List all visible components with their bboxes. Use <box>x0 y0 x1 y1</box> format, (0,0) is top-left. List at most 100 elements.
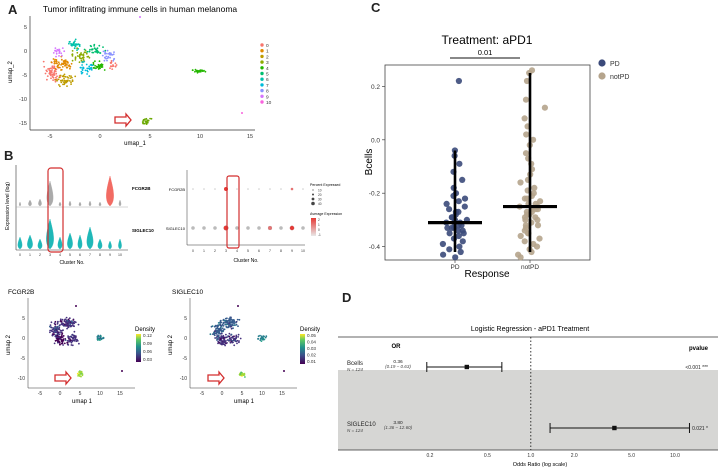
panel-c-y-ticks: 0.2 0.0 -0.2 -0.4 <box>369 84 385 251</box>
umap-cell-point <box>202 70 205 72</box>
density-point <box>216 335 219 338</box>
panel-a-xlabel: umap_1 <box>124 141 146 147</box>
umap-cell-point <box>61 66 64 68</box>
density-point <box>62 329 64 332</box>
density-x-tick: 10 <box>259 391 265 397</box>
umap-cell-point <box>63 59 66 62</box>
panel-c-point <box>439 240 446 248</box>
umap-cell-point <box>97 51 100 53</box>
violin-shape <box>118 238 122 250</box>
density-point <box>220 335 223 337</box>
density-siglec10-legend-title: Density <box>300 327 320 333</box>
umap-cell-point <box>50 77 52 80</box>
density-fcgr2b-arrow <box>54 370 72 386</box>
legend-label: 4 <box>266 66 269 72</box>
density-point <box>257 335 260 338</box>
umap-cell-point <box>52 74 54 76</box>
density-point <box>223 319 226 322</box>
umap-cell-point <box>73 47 76 50</box>
umap-cell-point <box>78 61 81 64</box>
density-point <box>260 336 263 339</box>
density-point <box>77 373 80 376</box>
panel-c-legend-swatch <box>598 72 606 80</box>
umap-cell-point <box>48 69 51 72</box>
umap-cell-point <box>62 74 65 77</box>
panel-c-point <box>440 251 447 258</box>
density-siglec10-xlabel: umap 1 <box>234 399 255 405</box>
density-point <box>71 320 73 323</box>
umap-cell-point <box>44 72 47 75</box>
umap-cell-point <box>70 81 72 84</box>
umap-cell-point <box>58 55 60 57</box>
umap-cell-point <box>94 50 96 53</box>
panel-a-arrow <box>114 112 132 128</box>
density-x-tick: 0 <box>59 391 62 397</box>
umap-cell-point <box>98 60 101 63</box>
umap-cell-point <box>60 69 62 71</box>
density-point <box>61 318 64 321</box>
legend-label: 9 <box>266 94 269 100</box>
legend-label: 0 <box>266 43 269 49</box>
umap-cell-point <box>147 119 150 122</box>
dot-x-tick: 6 <box>258 249 260 253</box>
umap-cell-point <box>74 59 77 61</box>
density-point <box>68 317 71 320</box>
umap-cell-point <box>64 75 67 78</box>
legend-swatch <box>260 54 264 59</box>
density-point <box>69 323 72 326</box>
dot-color-legend-title: Average Expression <box>310 212 342 216</box>
panel-d-or-marker <box>612 425 617 431</box>
density-fcgr2b-x-ticks: -5 0 5 10 15 <box>38 391 123 397</box>
legend-swatch <box>260 60 264 64</box>
violin-plot: Expression level (log) FCGR2B SIGLEC10 0… <box>5 165 154 266</box>
panel-d-x-tick: 5.0 <box>628 453 635 459</box>
panel-c-point <box>459 176 466 183</box>
violin-x-tick: 4 <box>59 253 61 257</box>
umap-cell-point <box>81 64 83 66</box>
umap-cell-point <box>58 76 61 79</box>
umap-cell-point <box>194 68 197 71</box>
density-point <box>233 344 236 347</box>
umap-cell-point <box>64 60 66 63</box>
panel-c-point <box>446 206 453 213</box>
density-point <box>75 305 77 307</box>
dot-x-tick: 2 <box>214 249 216 253</box>
density-legend-label: 0.05 <box>307 333 316 338</box>
legend-swatch <box>260 49 264 53</box>
umap-cell-point <box>60 81 63 84</box>
panel-c-pvalue: 0.01 <box>478 48 493 57</box>
density-point <box>121 370 123 372</box>
violin-x-tick: 9 <box>109 253 111 257</box>
umap-cell-point <box>93 45 95 47</box>
umap-cell-point <box>53 70 56 73</box>
density-point <box>69 339 72 342</box>
umap-cell-point <box>55 55 57 58</box>
panel-d-row-ci: (1.36 − 12.60) <box>384 425 413 430</box>
dot-plot: FCGR2B SIGLEC10 0 1 2 3 4 5 6 7 8 9 10 Cluster No.… <box>166 170 342 264</box>
umap-cell-point <box>57 78 60 81</box>
umap-cell-point <box>81 61 84 63</box>
panel-d-row2-bg <box>338 370 718 450</box>
density-point <box>231 336 234 339</box>
panel-a-x-tick: 15 <box>247 134 253 140</box>
density-siglec10-points <box>209 305 285 378</box>
density-x-tick: 0 <box>221 391 224 397</box>
umap-cell-point <box>53 61 56 63</box>
density-point <box>53 342 56 345</box>
panel-c-point <box>541 104 549 111</box>
umap-cell-point <box>43 65 46 68</box>
density-point <box>62 322 65 325</box>
umap-cell-point <box>106 49 109 52</box>
density-point <box>54 323 57 326</box>
violin-x-tick: 8 <box>99 253 101 257</box>
density-point <box>59 329 62 332</box>
density-point <box>262 338 264 341</box>
panel-c-point <box>521 115 528 122</box>
violin-x-tick: 2 <box>39 253 41 257</box>
density-point <box>219 319 222 322</box>
violin-gene-fcgr2b: FCGR2B <box>132 186 151 191</box>
dot-color-legend-bar <box>311 218 316 236</box>
umap-cell-point <box>110 60 113 62</box>
density-y-tick: -10 <box>180 376 187 382</box>
panel-c-x-tick: notPD <box>521 264 539 271</box>
